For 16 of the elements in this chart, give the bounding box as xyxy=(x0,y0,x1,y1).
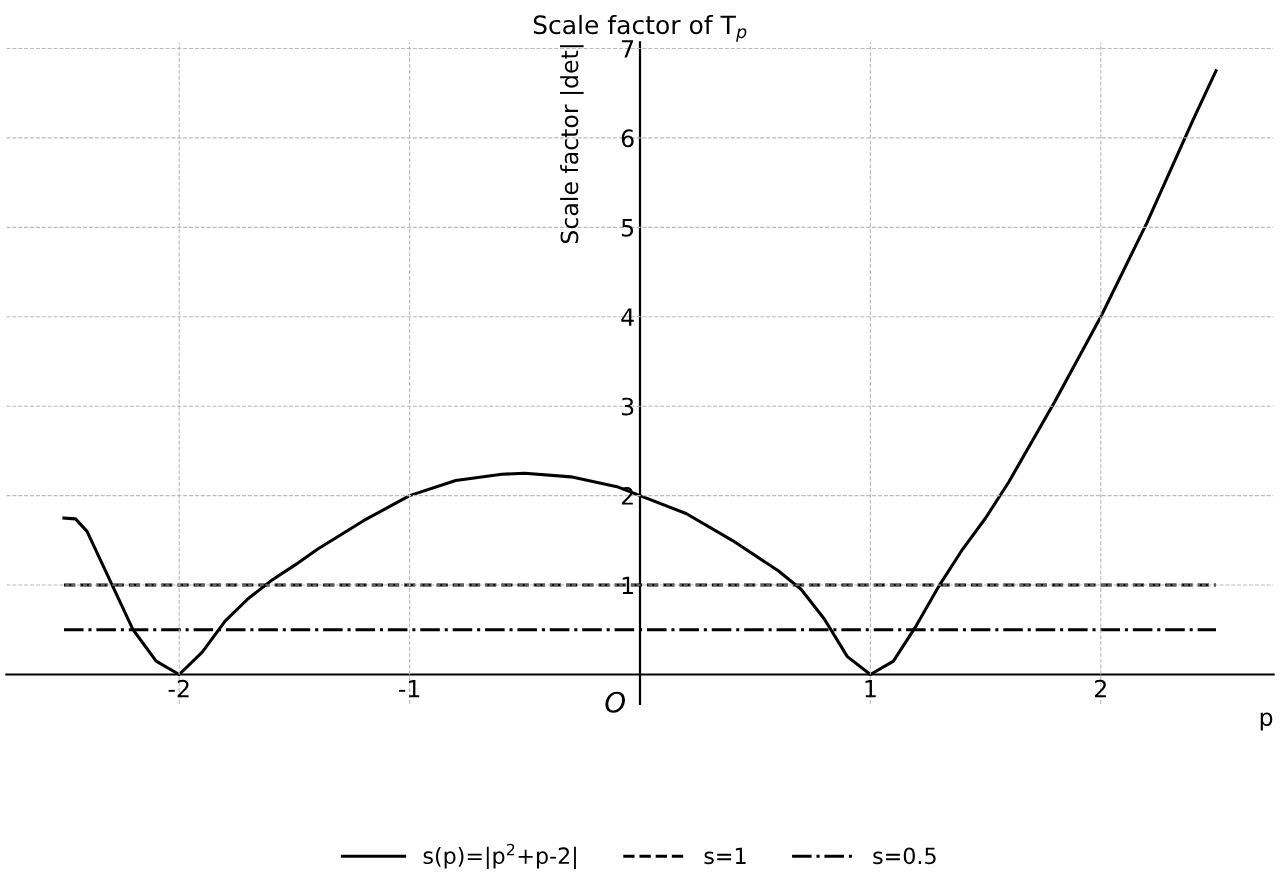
y-tick-label: 5 xyxy=(621,219,634,237)
y-tick-label: 4 xyxy=(621,308,634,326)
legend-label: s(p)=|p$^{2}$+p-2| xyxy=(423,843,576,870)
y-tick-label: 1 xyxy=(622,576,633,595)
legend-label: s=1 xyxy=(704,847,746,865)
y-tick-label: 6 xyxy=(621,129,634,148)
y-tick-label: 3 xyxy=(621,397,634,416)
y-axis-title: Scale factor |det| xyxy=(560,45,584,244)
x-axis-title: p xyxy=(1260,712,1273,731)
x-tick-label: -1 xyxy=(398,680,420,698)
annotation: O xyxy=(605,691,625,713)
x-tick-label: 2 xyxy=(1095,679,1106,698)
x-tick-label: 1 xyxy=(865,680,876,698)
y-tick-label: 7 xyxy=(622,40,634,58)
legend-label: s=0.5 xyxy=(873,847,936,865)
x-tick-label: -2 xyxy=(168,679,189,698)
